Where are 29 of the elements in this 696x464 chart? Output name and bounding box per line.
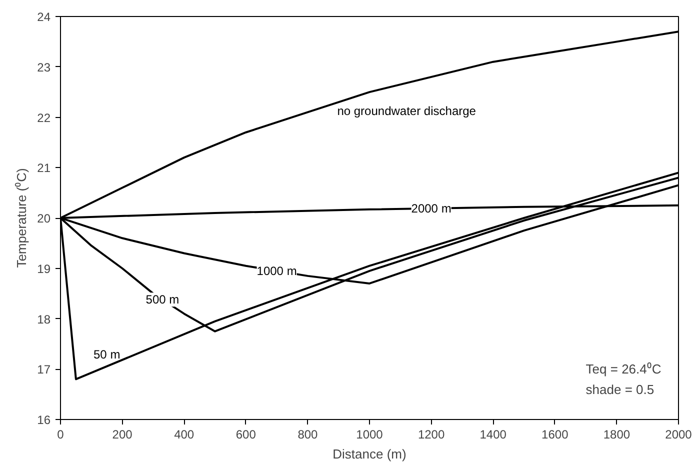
x-axis-title: Distance (m) (332, 446, 406, 462)
x-tick-label: 800 (298, 428, 318, 442)
series-label: no groundwater discharge (337, 104, 476, 118)
x-tick-label: 1600 (542, 428, 569, 442)
y-tick-label: 21 (37, 161, 51, 176)
x-tick-label: 1800 (603, 428, 630, 442)
y-tick-label: 20 (37, 212, 51, 226)
annotation: shade = 0.5 (586, 382, 654, 397)
x-tick-label: 400 (174, 428, 194, 442)
y-tick-label: 17 (37, 362, 51, 377)
y-tick-label: 18 (37, 312, 51, 326)
annotation: Teq = 26.4⁰C (586, 362, 662, 377)
series-label: 50 m (94, 347, 120, 362)
x-tick-label: 200 (112, 428, 133, 442)
x-tick-label: 0 (57, 428, 64, 442)
x-tick-label: 1000 (356, 428, 384, 442)
y-tick-label: 19 (37, 262, 51, 276)
series-label: 500 m (146, 292, 180, 307)
series-label: 2000 m (411, 201, 452, 216)
y-tick-label: 23 (37, 60, 51, 74)
series-label: 1000 m (256, 264, 297, 278)
y-tick-label: 24 (37, 10, 51, 24)
x-tick-label: 600 (236, 428, 256, 442)
x-tick-label: 2000 (665, 428, 692, 442)
y-tick-label: 22 (37, 110, 51, 125)
y-axis-title: Temperature (⁰C) (14, 168, 30, 268)
y-tick-label: 16 (37, 413, 51, 427)
x-tick-label: 1200 (418, 428, 445, 442)
x-tick-label: 1400 (480, 428, 507, 442)
